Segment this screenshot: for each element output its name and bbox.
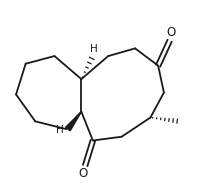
Text: O: O	[165, 26, 174, 39]
Text: O: O	[78, 167, 87, 180]
Text: H: H	[89, 44, 97, 54]
Text: H: H	[56, 125, 64, 135]
Polygon shape	[65, 112, 81, 131]
